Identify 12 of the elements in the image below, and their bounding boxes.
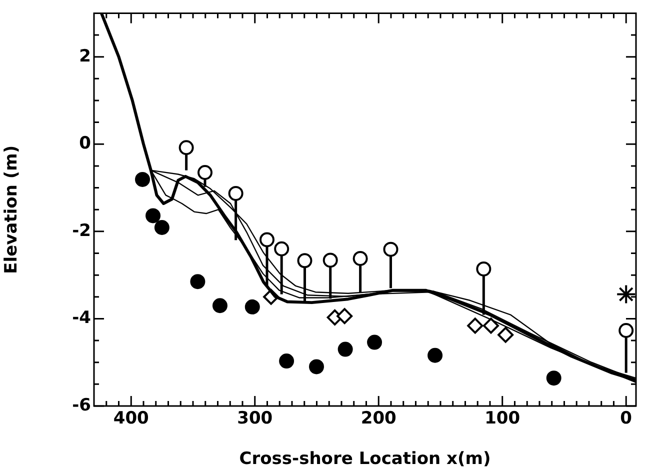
y-axis-title: Elevation (m)	[2, 145, 22, 274]
y-tick-label: -6	[72, 395, 91, 416]
y-tick-label: -4	[72, 308, 92, 328]
x-tick-label: 200	[360, 408, 397, 429]
x-tick-label: 400	[113, 408, 150, 429]
y-tick-label: 0	[79, 134, 92, 154]
x-tick-label: 100	[484, 408, 520, 429]
x-tick-label: 300	[237, 408, 273, 429]
x-tick-label: 0	[620, 408, 632, 429]
x-axis-title: Cross-shore Location x(m)	[239, 449, 491, 470]
y-tick-label: 2	[79, 46, 91, 66]
y-tick-label: -2	[72, 220, 91, 241]
